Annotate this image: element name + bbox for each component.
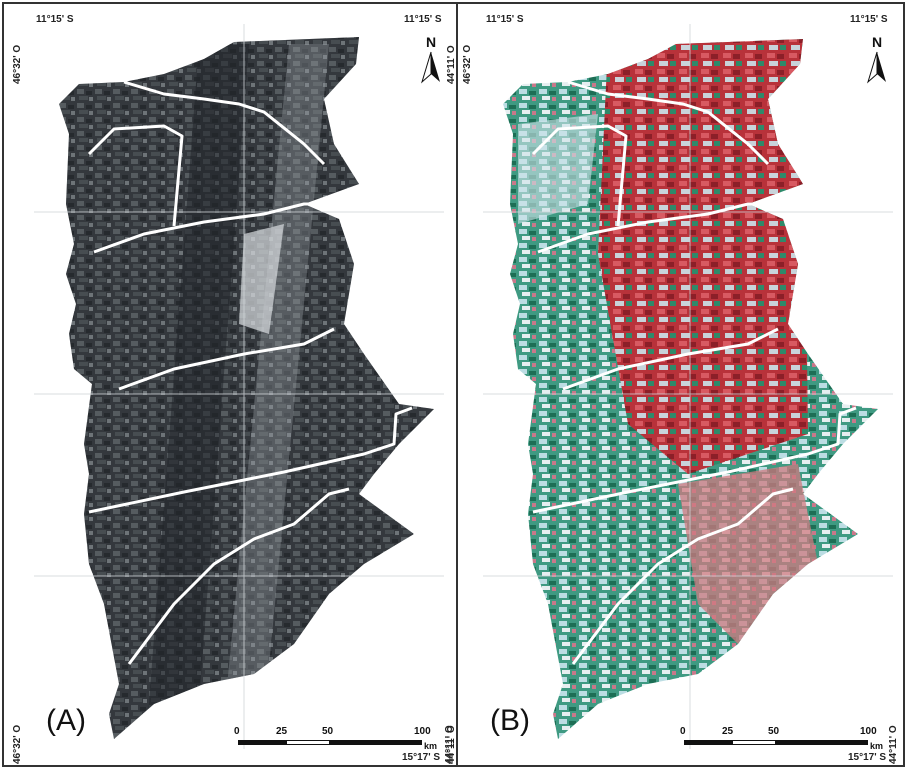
coord-top-right-lat: 11°15' S bbox=[850, 14, 888, 25]
scale-tick-0: 0 bbox=[234, 726, 240, 737]
scale-tick-100: 100 bbox=[414, 726, 431, 737]
panel-divider bbox=[456, 4, 458, 765]
north-arrow-a: N bbox=[416, 34, 446, 84]
scale-segment bbox=[330, 740, 422, 745]
scale-tick-50: 50 bbox=[768, 726, 780, 737]
coord-top-right-lat: 11°15' S bbox=[404, 14, 442, 25]
scale-bar-a: 0 25 50 100 km bbox=[234, 726, 444, 756]
north-arrow-b: N bbox=[862, 34, 892, 84]
scale-bar-b: 0 25 50 100 km bbox=[680, 726, 895, 756]
scale-segment bbox=[776, 740, 868, 745]
panel-a-label: (A) bbox=[46, 704, 86, 737]
north-arrow-icon bbox=[421, 51, 440, 84]
coord-bottom-lat: 15°17' S bbox=[848, 752, 887, 763]
scale-segment bbox=[286, 740, 330, 745]
scale-unit: km bbox=[870, 741, 884, 751]
coord-right-top-lon-a: 44°11' O bbox=[446, 45, 457, 84]
coord-left-top-lon: 46°32' O bbox=[12, 44, 23, 84]
north-label: N bbox=[425, 34, 437, 50]
map-a-image bbox=[34, 24, 444, 749]
scale-unit: km bbox=[424, 741, 438, 751]
coord-left-bottom-lon: 46°32' O bbox=[12, 724, 23, 764]
scale-segment bbox=[684, 740, 732, 745]
coord-left-top-lon: 46°32' O bbox=[462, 44, 473, 84]
coord-bottom-lat: 15°17' S bbox=[402, 752, 441, 763]
scale-segment bbox=[732, 740, 776, 745]
panel-b-label: (B) bbox=[490, 704, 530, 737]
scale-segment bbox=[238, 740, 286, 745]
map-b-image bbox=[483, 24, 893, 749]
scale-tick-25: 25 bbox=[722, 726, 734, 737]
north-label: N bbox=[871, 34, 883, 50]
scale-tick-100: 100 bbox=[860, 726, 877, 737]
scale-tick-25: 25 bbox=[276, 726, 288, 737]
scale-tick-50: 50 bbox=[322, 726, 334, 737]
panel-b: 11°15' S 11°15' S 46°32' O 44°11' O 44°1… bbox=[446, 4, 903, 765]
coord-top-left-lat: 11°15' S bbox=[36, 14, 74, 25]
panel-a: 11°15' S 11°15' S 46°32' O 46°32' O 44°1… bbox=[4, 4, 456, 765]
coord-top-left-lat: 11°15' S bbox=[486, 14, 524, 25]
scale-tick-0: 0 bbox=[680, 726, 686, 737]
coord-left-bottom-lon-b: 44°11' O bbox=[446, 725, 457, 764]
north-arrow-icon bbox=[867, 51, 886, 84]
